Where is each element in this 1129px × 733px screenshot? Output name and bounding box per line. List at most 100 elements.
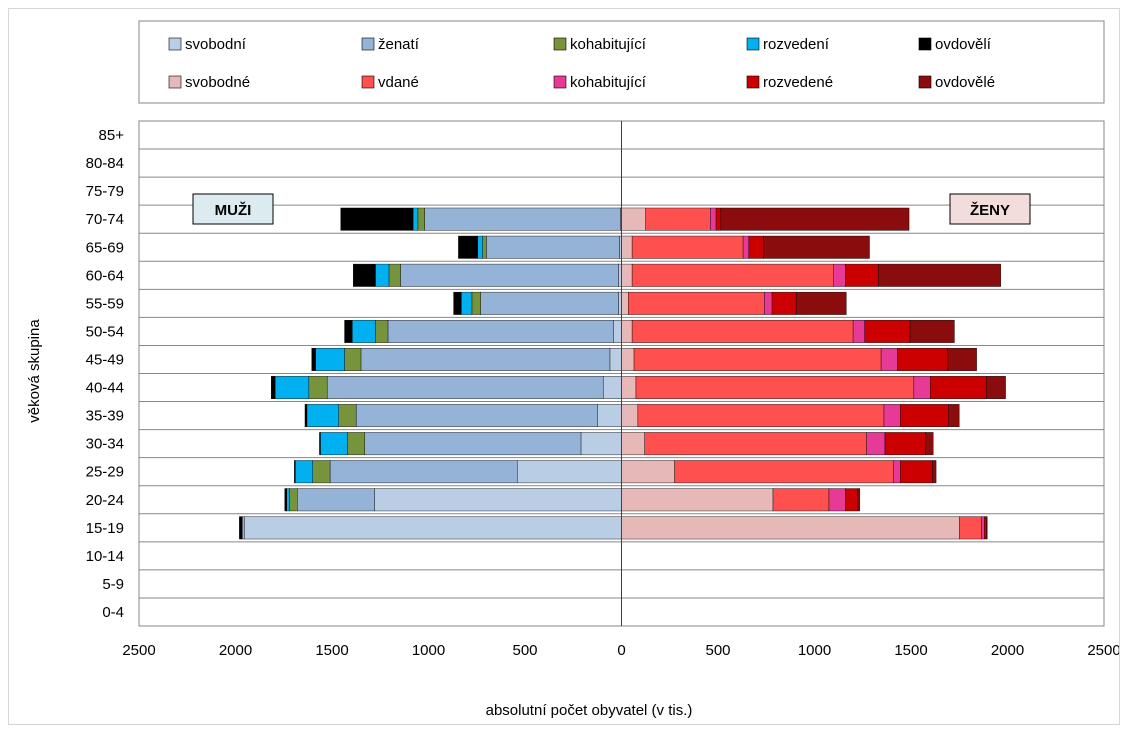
legend-box bbox=[138, 20, 1105, 104]
bar-segment bbox=[720, 207, 910, 231]
bar-segment bbox=[633, 348, 882, 371]
bar-segment bbox=[631, 263, 834, 287]
bar-segment bbox=[880, 348, 898, 371]
bar-segment bbox=[239, 516, 243, 540]
bar-segment bbox=[613, 319, 622, 343]
bar-segment bbox=[621, 460, 675, 484]
bar-segment bbox=[306, 404, 339, 428]
bar-segment bbox=[315, 348, 345, 371]
bar-segment bbox=[986, 516, 988, 540]
bar-segment bbox=[294, 460, 296, 484]
legend-entry: rozvedení bbox=[746, 36, 830, 53]
bar-segment bbox=[621, 319, 633, 343]
bar-segment bbox=[412, 207, 419, 231]
x-tick-label: 2000 bbox=[219, 642, 252, 659]
bar-segment bbox=[597, 404, 622, 428]
legend-label: vdané bbox=[378, 74, 419, 91]
bar-segment bbox=[864, 319, 911, 343]
y-tick-label: 10-14 bbox=[86, 548, 124, 565]
bar-segment bbox=[311, 348, 316, 371]
bar-segment bbox=[897, 348, 948, 371]
bar-segment bbox=[486, 235, 620, 259]
legend-label: rozvedené bbox=[763, 74, 833, 91]
y-tick-label: 35-39 bbox=[86, 408, 124, 425]
x-tick-label: 1000 bbox=[412, 642, 445, 659]
bar-segment bbox=[909, 319, 955, 343]
bar-segment bbox=[621, 376, 637, 399]
y-tick-label: 15-19 bbox=[86, 520, 124, 537]
axes: 0-4 5-9 10-14 15-19 20-24 25-29 30-34 35-39 40-4… bbox=[86, 127, 1121, 659]
y-tick-label: 55-59 bbox=[86, 295, 124, 312]
bar-segment bbox=[355, 404, 598, 428]
side-label-men-text: MUŽI bbox=[215, 201, 252, 219]
x-tick-label: 2500 bbox=[1087, 642, 1119, 659]
legend-swatch bbox=[361, 37, 375, 51]
bar-segment bbox=[295, 460, 313, 484]
bar-segment bbox=[984, 516, 987, 540]
legend-label: kohabitující bbox=[570, 74, 647, 91]
bar-segment bbox=[621, 404, 639, 428]
x-tick-label: 2500 bbox=[122, 642, 155, 659]
bar-segment bbox=[764, 291, 773, 315]
bar-segment bbox=[344, 319, 353, 343]
legend-entry: kohabitující bbox=[553, 74, 647, 91]
bar-segment bbox=[621, 432, 645, 456]
bar-segment bbox=[948, 404, 960, 428]
y-tick-label: 80-84 bbox=[86, 155, 124, 172]
bar-segment bbox=[374, 488, 622, 512]
bar-segment bbox=[400, 263, 619, 287]
bar-segment bbox=[981, 516, 985, 540]
legend-swatch bbox=[918, 37, 932, 51]
x-tick-label: 1500 bbox=[315, 642, 348, 659]
bar-segment bbox=[274, 376, 310, 399]
chart-frame: svobodní ženatí kohabitující rozvedení ovdov… bbox=[8, 8, 1121, 725]
bar-segment bbox=[763, 235, 870, 259]
bar-segment bbox=[289, 488, 298, 512]
bar-segment bbox=[340, 207, 414, 231]
bar-segment bbox=[424, 207, 621, 231]
legend-label: ovdovělí bbox=[935, 36, 992, 53]
legend-swatch bbox=[553, 75, 567, 89]
bar-segment bbox=[364, 432, 582, 456]
y-tick-label: 25-29 bbox=[86, 464, 124, 481]
bar-segment bbox=[271, 376, 276, 399]
y-tick-label: 85+ bbox=[99, 127, 125, 144]
legend-entry: rozvedené bbox=[746, 74, 833, 91]
y-tick-label: 45-49 bbox=[86, 351, 124, 368]
side-label-women-box bbox=[949, 193, 1031, 225]
bar-segment bbox=[674, 460, 894, 484]
y-tick-label: 0-4 bbox=[102, 604, 124, 621]
bar-segment bbox=[319, 432, 321, 456]
bar-segment bbox=[621, 348, 635, 371]
bar-segment bbox=[353, 263, 376, 287]
bar-segment bbox=[338, 404, 357, 428]
x-tick-label: 1000 bbox=[798, 642, 831, 659]
bar-segment bbox=[609, 348, 622, 371]
x-tick-label: 1500 bbox=[894, 642, 927, 659]
y-tick-label: 40-44 bbox=[86, 380, 124, 397]
bar-segment bbox=[900, 460, 933, 484]
bar-segment bbox=[852, 319, 865, 343]
y-tick-label: 75-79 bbox=[86, 183, 124, 200]
y-tick-label: 65-69 bbox=[86, 239, 124, 256]
bar-segment bbox=[932, 460, 937, 484]
legend-entry: svobodné bbox=[168, 74, 250, 91]
y-tick-label: 60-64 bbox=[86, 267, 124, 284]
bar-segment bbox=[986, 376, 1006, 399]
bar-segment bbox=[795, 291, 847, 315]
bar-segment bbox=[621, 488, 774, 512]
legend-label: ženatí bbox=[378, 36, 420, 53]
legend-entry: ovdovělí bbox=[918, 36, 992, 53]
side-label-women-text: ŽENY bbox=[970, 201, 1010, 219]
y-tick-label: 5-9 bbox=[102, 576, 124, 593]
legend-label: svobodné bbox=[185, 74, 250, 91]
bar-segment bbox=[458, 235, 478, 259]
x-tick-label: 2000 bbox=[991, 642, 1024, 659]
x-tick-label: 500 bbox=[705, 642, 730, 659]
legend-label: kohabitující bbox=[570, 36, 647, 53]
legend-swatch bbox=[553, 37, 567, 51]
bar-segment bbox=[304, 404, 308, 428]
bar-segment bbox=[344, 348, 362, 371]
legend-entry: ovdovělé bbox=[918, 74, 995, 91]
bar-segment bbox=[877, 263, 1001, 287]
